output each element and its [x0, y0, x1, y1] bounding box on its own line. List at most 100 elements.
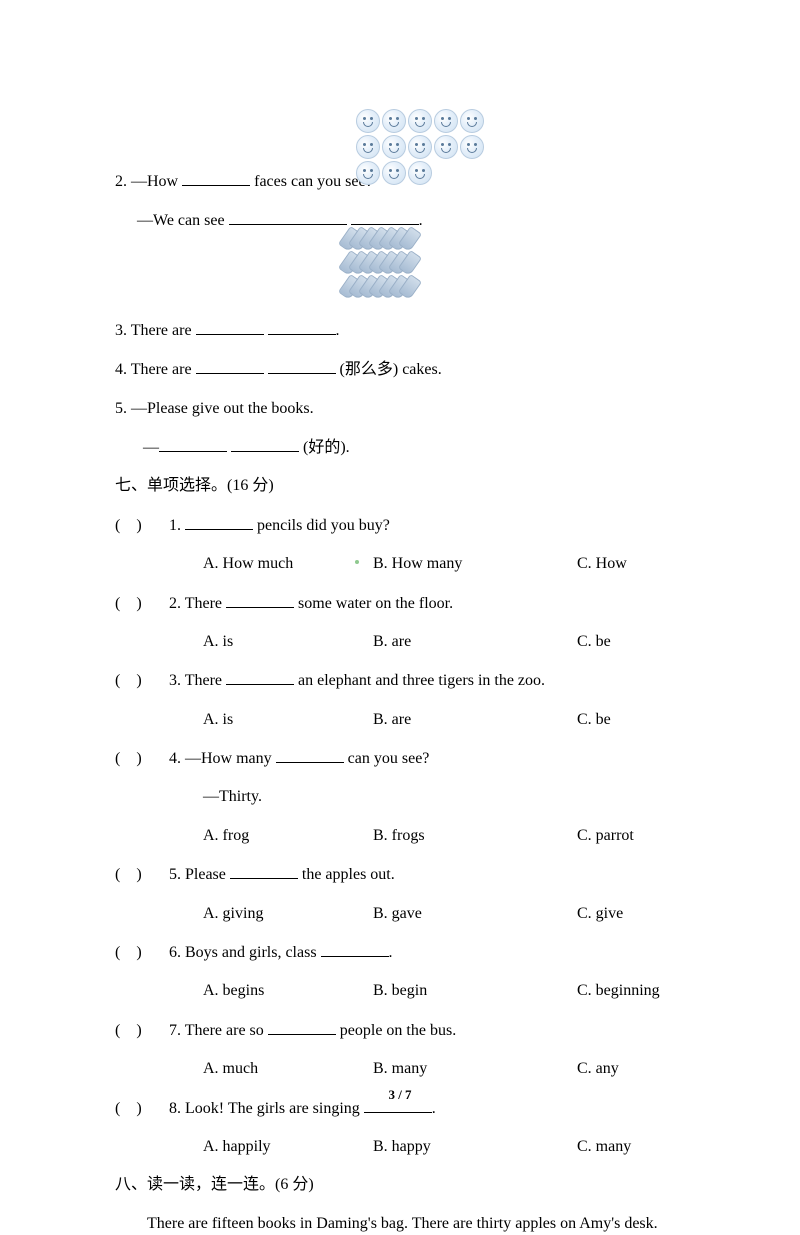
- mc-option-b: B. begin: [373, 980, 577, 1002]
- q5-ans2: (好的).: [299, 439, 350, 456]
- mc-options: A. muchB. manyC. any: [115, 1058, 685, 1080]
- blank: [159, 436, 227, 452]
- blank: [268, 358, 336, 374]
- blank: [321, 941, 389, 957]
- mc-question-text: 1. pencils did you buy?: [169, 514, 685, 537]
- mc-options: A. frogB. frogsC. parrot: [115, 825, 685, 847]
- q4-text1: 4. There are: [115, 361, 196, 378]
- mc-question-text: 2. There some water on the floor.: [169, 592, 685, 615]
- q2-text1: 2. —How: [115, 173, 182, 190]
- mc-question: ( )4. —How many can you see?: [115, 747, 685, 770]
- question-3: 3. There are .: [115, 319, 685, 342]
- mc-question-text: 4. —How many can you see?: [169, 747, 685, 770]
- blank: [351, 209, 419, 225]
- q3-period: .: [336, 322, 340, 339]
- blank: [276, 747, 344, 763]
- mc-option-b: B. are: [373, 709, 577, 731]
- smiley-icon: [408, 161, 432, 185]
- answer-paren: ( ): [115, 748, 169, 770]
- mc-option-b: B. happy: [373, 1136, 577, 1158]
- mc-option-a: A. happily: [169, 1136, 373, 1158]
- mc-question: ( )3. There an elephant and three tigers…: [115, 669, 685, 692]
- question-4: 4. There are (那么多) cakes.: [115, 358, 685, 381]
- mc-question: ( )2. There some water on the floor.: [115, 592, 685, 615]
- blank: [196, 319, 264, 335]
- mc-answer-line: —Thirty.: [115, 786, 685, 808]
- answer-paren: ( ): [115, 1020, 169, 1042]
- pens-image: [345, 228, 415, 300]
- mc-option-a: A. much: [169, 1058, 373, 1080]
- q2-period: .: [419, 212, 423, 229]
- mc-question: ( )5. Please the apples out.: [115, 863, 685, 886]
- q3-text1: 3. There are: [115, 322, 196, 339]
- section-8-title: 八、读一读，连一连。(6 分): [115, 1174, 685, 1196]
- mc-option-c: C. How: [577, 553, 685, 575]
- mc-option-c: C. be: [577, 709, 685, 731]
- decorative-dot: [355, 560, 359, 564]
- mc-option-c: C. many: [577, 1136, 685, 1158]
- answer-paren: ( ): [115, 670, 169, 692]
- mc-option-a: A. is: [169, 709, 373, 731]
- smiley-icon: [356, 161, 380, 185]
- blank: [231, 436, 299, 452]
- mc-question: ( )6. Boys and girls, class .: [115, 941, 685, 964]
- mc-option-a: A. giving: [169, 903, 373, 925]
- mc-option-b: B. are: [373, 631, 577, 653]
- mc-options: A. isB. areC. be: [115, 709, 685, 731]
- blank: [230, 863, 298, 879]
- mc-option-c: C. be: [577, 631, 685, 653]
- smiley-icon: [356, 135, 380, 159]
- blank: [226, 669, 294, 685]
- answer-paren: ( ): [115, 515, 169, 537]
- blank: [268, 1019, 336, 1035]
- question-5-answer: — (好的).: [115, 436, 685, 459]
- mc-question: ( )1. pencils did you buy?: [115, 514, 685, 537]
- mc-option-c: C. beginning: [577, 980, 685, 1002]
- smiley-icon: [382, 161, 406, 185]
- section-7-title: 七、单项选择。(16 分): [115, 475, 685, 497]
- blank: [226, 592, 294, 608]
- question-5: 5. —Please give out the books.: [115, 398, 685, 420]
- blank: [185, 514, 253, 530]
- mc-options: A. beginsB. beginC. beginning: [115, 980, 685, 1002]
- mc-option-c: C. give: [577, 903, 685, 925]
- mc-option-c: C. any: [577, 1058, 685, 1080]
- answer-paren: ( ): [115, 593, 169, 615]
- mc-question-text: 7. There are so people on the bus.: [169, 1019, 685, 1042]
- page-number: 3 / 7: [0, 1086, 800, 1104]
- smiley-icon: [434, 109, 458, 133]
- q5-text1: 5. —Please give out the books.: [115, 400, 314, 417]
- smiley-icon: [356, 109, 380, 133]
- answer-paren: ( ): [115, 864, 169, 886]
- smiley-icon: [434, 135, 458, 159]
- smiley-faces-image: [355, 108, 485, 186]
- mc-options: A. isB. areC. be: [115, 631, 685, 653]
- mc-options: A. givingB. gaveC. give: [115, 903, 685, 925]
- blank: [229, 209, 347, 225]
- mc-question-text: 3. There an elephant and three tigers in…: [169, 669, 685, 692]
- smiley-icon: [460, 135, 484, 159]
- mc-option-b: B. How many: [373, 553, 577, 575]
- mc-option-a: A. frog: [169, 825, 373, 847]
- mc-option-b: B. gave: [373, 903, 577, 925]
- mc-option-b: B. many: [373, 1058, 577, 1080]
- q2-ans1: —We can see: [137, 212, 229, 229]
- q4-text2: (那么多) cakes.: [336, 361, 442, 378]
- mc-option-a: A. How much: [169, 553, 373, 575]
- smiley-icon: [382, 109, 406, 133]
- q5-ans1: —: [143, 439, 159, 456]
- mc-options: A. happilyB. happyC. many: [115, 1136, 685, 1158]
- mc-question: ( )7. There are so people on the bus.: [115, 1019, 685, 1042]
- blank: [268, 319, 336, 335]
- blank: [196, 358, 264, 374]
- answer-paren: ( ): [115, 942, 169, 964]
- mc-option-c: C. parrot: [577, 825, 685, 847]
- mc-question-text: 5. Please the apples out.: [169, 863, 685, 886]
- mc-option-b: B. frogs: [373, 825, 577, 847]
- blank: [182, 170, 250, 186]
- section-8-paragraph: There are fifteen books in Daming's bag.…: [115, 1213, 685, 1235]
- mc-options: A. How muchB. How manyC. How: [115, 553, 685, 575]
- mc-option-a: A. begins: [169, 980, 373, 1002]
- mc-question-text: 6. Boys and girls, class .: [169, 941, 685, 964]
- smiley-icon: [382, 135, 406, 159]
